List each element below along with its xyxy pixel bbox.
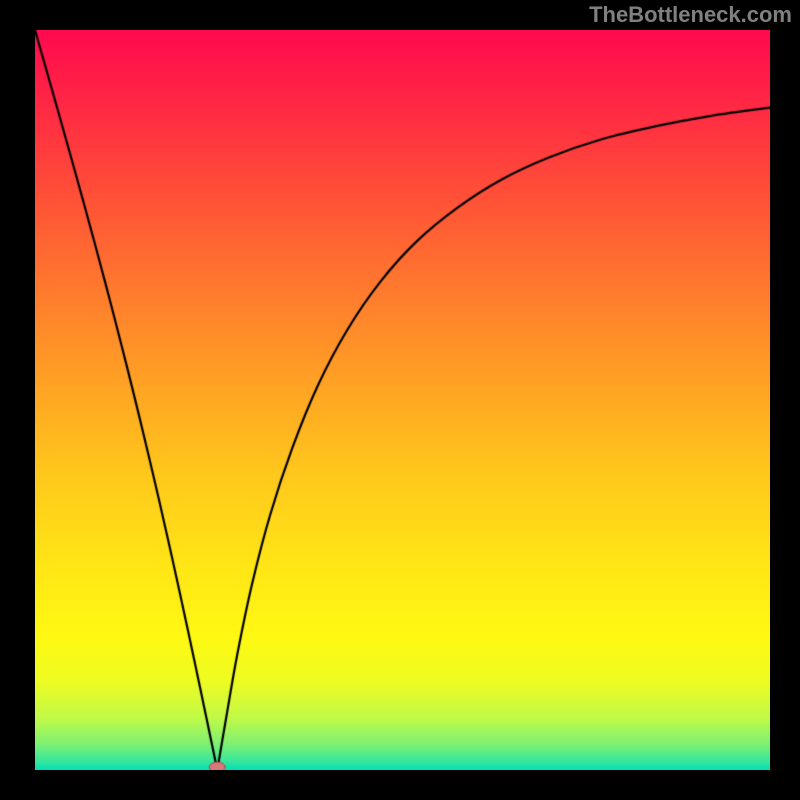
plot-area: [35, 30, 770, 770]
chart-container: TheBottleneck.com: [0, 0, 800, 800]
chart-canvas: [35, 30, 770, 770]
watermark-label: TheBottleneck.com: [589, 2, 792, 28]
